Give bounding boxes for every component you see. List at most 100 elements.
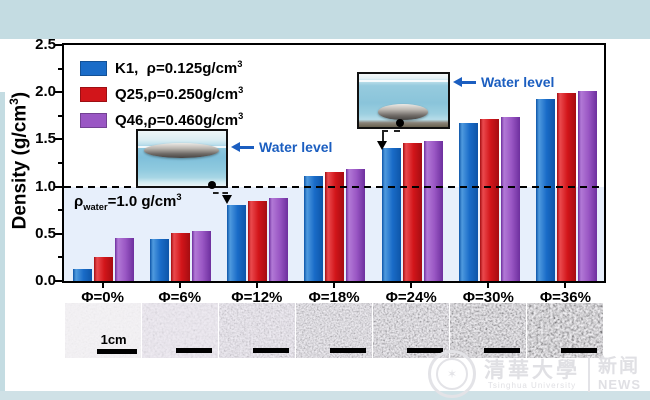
watermark-divider xyxy=(588,356,590,392)
bar-Q25-Φ=6% xyxy=(171,232,191,281)
y-tick-mark xyxy=(55,232,62,235)
water-level-callout-1: Water level xyxy=(226,139,332,155)
x-tick-label: Φ=12% xyxy=(231,289,283,306)
sunken-sample xyxy=(377,103,429,120)
bar-Q46-Φ=6% xyxy=(192,230,212,281)
watermark-news-en: NEWS xyxy=(598,376,641,392)
watermark: ✶ 清華大學 Tsinghua University 新闻 NEWS xyxy=(428,350,641,398)
left-arrow-icon xyxy=(226,142,240,152)
water-density-reference-dashed-line xyxy=(64,185,604,188)
bar-K1-Φ=36% xyxy=(535,98,555,281)
legend-swatch-q25 xyxy=(80,86,107,102)
bar-K1-Φ=18% xyxy=(304,176,324,281)
legend-row-k1: K1, ρ=0.125g/cm3 xyxy=(80,55,243,81)
y-tick-mark xyxy=(55,44,62,46)
water-level-text-1: Water level xyxy=(259,139,333,155)
watermark-en-text: Tsinghua University xyxy=(487,380,577,390)
y-tick-label: 0.0 xyxy=(35,272,56,289)
connector-dash-2h xyxy=(382,130,400,132)
water-level-text-2: Water level xyxy=(481,74,555,90)
arrow-line xyxy=(462,80,476,84)
x-tick-mark xyxy=(101,283,104,288)
x-tick-mark xyxy=(564,283,567,288)
water-level-callout-2: Water level xyxy=(448,74,554,90)
university-seal-icon: ✶ xyxy=(428,350,476,398)
top-background-band xyxy=(0,0,650,39)
sample-photo-Φ=18% xyxy=(296,303,373,358)
bar-K1-Φ=30% xyxy=(458,123,478,281)
bar-Q25-Φ=24% xyxy=(402,143,422,281)
photo-scale-bar xyxy=(407,348,444,353)
bottom-background-band xyxy=(0,391,650,400)
photo-scale-label: 1cm xyxy=(100,332,127,347)
y-tick-label: 2.5 xyxy=(35,36,56,53)
photo-scale-bar xyxy=(175,348,212,353)
legend-row-q25: Q25,ρ=0.250g/cm3 xyxy=(80,81,243,107)
legend-label-k1: K1, ρ=0.125g/cm3 xyxy=(115,59,243,77)
x-tick-label: Φ=18% xyxy=(308,289,360,306)
watermark-university: 清華大學 Tsinghua University xyxy=(484,359,580,390)
floating-sample xyxy=(144,143,219,159)
inset-waterline xyxy=(359,80,448,82)
bar-Q25-Φ=18% xyxy=(325,171,345,281)
photo-texture xyxy=(64,303,141,358)
y-minor-tick-mark xyxy=(58,114,62,117)
sample-photo-Φ=36% xyxy=(527,303,604,358)
legend-label-q25: Q25,ρ=0.250g/cm3 xyxy=(115,85,244,103)
sunken-sample-photo-inset xyxy=(357,72,450,129)
connector-dash-2v xyxy=(382,130,384,141)
photo-scale-bar xyxy=(484,348,521,353)
floating-sample-photo-inset xyxy=(136,129,228,188)
legend-label-q46: Q46,ρ=0.460g/cm3 xyxy=(115,111,244,129)
y-tick-mark xyxy=(55,280,62,282)
y-minor-tick-mark xyxy=(58,67,62,70)
rho-water-annotation: ρwater=1.0 g/cm3 xyxy=(74,192,182,212)
legend: K1, ρ=0.125g/cm3 Q25,ρ=0.250g/cm3 Q46,ρ=… xyxy=(80,55,243,133)
y-tick-mark xyxy=(55,91,62,94)
y-minor-tick-mark xyxy=(58,162,62,164)
connector-dash-1 xyxy=(213,192,228,194)
x-tick-label: Φ=0% xyxy=(81,289,124,306)
sample-photo-Φ=6% xyxy=(141,303,218,358)
x-tick-label: Φ=24% xyxy=(385,289,437,306)
photo-scale-bar xyxy=(252,348,289,353)
watermark-cn-text: 清華大學 xyxy=(484,357,580,382)
legend-swatch-q46 xyxy=(80,112,107,128)
x-tick-mark xyxy=(255,283,258,288)
bar-Q25-Φ=0% xyxy=(94,257,113,281)
bar-Q46-Φ=24% xyxy=(423,141,443,281)
y-axis-title: Density (g/cm3) xyxy=(8,92,31,230)
x-tick-mark xyxy=(410,283,413,288)
y-tick-label: 0.5 xyxy=(35,224,56,242)
bar-Q25-Φ=12% xyxy=(248,200,268,281)
bars-layer xyxy=(64,45,604,281)
sample-photo-Φ=12% xyxy=(218,303,295,358)
y-tick-label: 2.0 xyxy=(35,83,56,101)
sample-photo-Φ=30% xyxy=(450,303,527,358)
bar-K1-Φ=6% xyxy=(150,238,170,281)
photo-scale-bar xyxy=(330,348,367,353)
photo-scale-bar xyxy=(96,349,137,354)
watermark-news-cn: 新闻 xyxy=(598,355,641,377)
bar-Q46-Φ=0% xyxy=(115,237,134,281)
y-tick-mark xyxy=(55,185,62,188)
x-tick-mark xyxy=(333,283,335,288)
connector-dot-1 xyxy=(208,181,216,189)
legend-row-q46: Q46,ρ=0.460g/cm3 xyxy=(80,107,243,133)
bar-Q46-Φ=30% xyxy=(500,116,520,281)
connector-dot-2 xyxy=(396,119,404,127)
down-triangle-marker-1 xyxy=(222,195,232,204)
bar-K1-Φ=24% xyxy=(381,147,401,281)
legend-swatch-k1 xyxy=(80,60,107,76)
x-tick-mark xyxy=(487,283,490,288)
bar-Q46-Φ=12% xyxy=(269,197,289,281)
watermark-news: 新闻 NEWS xyxy=(598,355,641,392)
university-seal-inner: ✶ xyxy=(436,358,468,390)
sample-photo-Φ=24% xyxy=(373,303,450,358)
y-tick-label: 1.0 xyxy=(35,177,56,195)
bar-Q25-Φ=30% xyxy=(479,118,499,281)
left-background-sliver xyxy=(0,92,5,391)
bar-Q46-Φ=18% xyxy=(346,168,366,281)
y-minor-tick-mark xyxy=(58,256,62,259)
